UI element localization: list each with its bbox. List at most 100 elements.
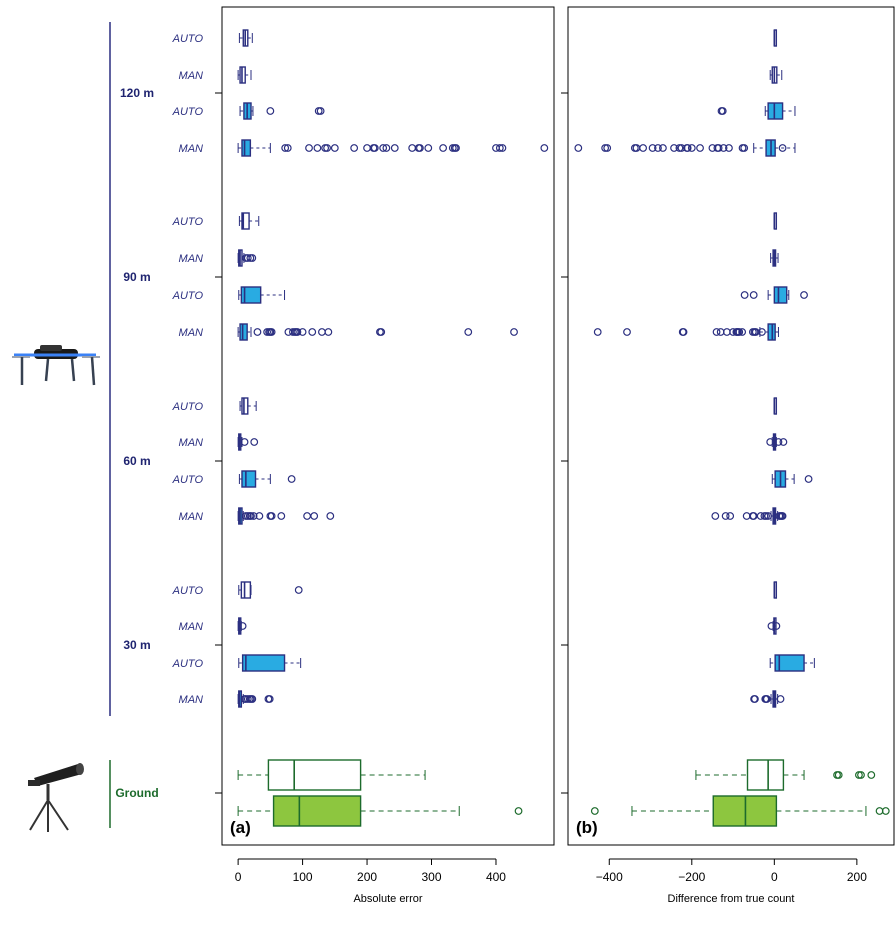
outlier-point xyxy=(240,438,249,446)
box-8 xyxy=(237,323,518,341)
outlier-point xyxy=(308,328,317,336)
outlier-point xyxy=(774,438,783,446)
outlier-point xyxy=(758,328,766,336)
box-14 xyxy=(767,617,781,635)
box-16 xyxy=(750,690,785,708)
outlier-point xyxy=(249,512,258,520)
box-7 xyxy=(740,286,808,304)
box-2 xyxy=(769,66,783,84)
box-iqr xyxy=(774,654,805,672)
row-label: MAN xyxy=(179,70,204,82)
outlier-point xyxy=(687,144,696,152)
box-iqr xyxy=(240,581,252,599)
box-6 xyxy=(237,249,257,267)
row-label: MAN xyxy=(179,327,204,339)
outlier-point xyxy=(804,475,813,483)
box-4 xyxy=(574,139,796,157)
row-labels: AUTO MAN AUTO MAN 120 m AUTO MAN AUTO MAN 90 m AUT… xyxy=(109,22,204,828)
spotting-scope-icon xyxy=(28,763,84,832)
box-9 xyxy=(239,397,257,415)
box-11 xyxy=(238,470,296,488)
outlier-point xyxy=(324,328,333,336)
box-iqr xyxy=(767,102,784,120)
x-tick-label: 0 xyxy=(771,870,778,884)
box-iqr xyxy=(241,397,249,415)
box-iqr xyxy=(241,470,257,488)
box-9 xyxy=(773,397,778,415)
outlier-point xyxy=(721,512,730,520)
row-label: AUTO xyxy=(172,33,204,45)
outlier-point xyxy=(857,771,865,779)
outlier-point xyxy=(603,144,612,152)
outlier-point xyxy=(267,328,276,336)
outlier-point xyxy=(416,144,424,152)
outlier-point xyxy=(648,144,657,152)
outlier-point xyxy=(287,475,296,483)
group-label: 120 m xyxy=(120,86,154,100)
outlier-point xyxy=(424,144,433,152)
outlier-point xyxy=(294,586,303,594)
outlier-point xyxy=(726,512,735,520)
row-label: AUTO xyxy=(172,585,204,597)
outlier-point xyxy=(377,328,386,336)
x-axis-label: Difference from true count xyxy=(668,893,795,905)
outlier-point xyxy=(277,512,286,520)
row-label: AUTO xyxy=(172,106,204,118)
row-label: AUTO xyxy=(172,658,204,670)
outlier-point xyxy=(751,695,759,703)
box-5 xyxy=(238,212,260,230)
box-iqr xyxy=(267,759,362,791)
box-10 xyxy=(766,433,788,451)
x-tick-label: −200 xyxy=(678,870,705,884)
outlier-point xyxy=(725,144,733,152)
box-18 xyxy=(590,795,890,827)
plot-frame xyxy=(567,6,895,846)
group-label: 90 m xyxy=(123,270,150,284)
outlier-point xyxy=(574,144,583,152)
group-label: 30 m xyxy=(123,638,150,652)
row-label: MAN xyxy=(179,694,204,706)
outlier-point xyxy=(714,144,723,152)
box-15 xyxy=(769,654,815,672)
outlier-point xyxy=(659,144,667,152)
box-iqr xyxy=(241,654,286,672)
x-tick-label: 300 xyxy=(421,870,441,884)
box-iqr xyxy=(239,323,248,341)
outlier-point xyxy=(767,622,776,630)
row-label: MAN xyxy=(179,143,204,155)
outlier-point xyxy=(390,144,399,152)
group-label: Ground xyxy=(115,786,158,800)
outlier-point xyxy=(679,328,688,336)
outlier-point xyxy=(763,695,771,703)
outlier-point xyxy=(756,512,765,520)
outlier-point xyxy=(593,328,602,336)
outlier-point xyxy=(238,622,247,630)
x-tick-label: 0 xyxy=(235,870,242,884)
panel-a: 0 100 200 300 400 Absolute error (a) xyxy=(215,6,555,905)
outlier-point xyxy=(683,144,692,152)
outlier-point xyxy=(514,807,523,815)
outlier-point xyxy=(772,622,781,630)
row-label: AUTO xyxy=(172,474,204,486)
outlier-point xyxy=(253,328,262,336)
x-tick-label: −400 xyxy=(596,870,623,884)
box-iqr xyxy=(272,795,362,827)
outlier-point xyxy=(298,328,307,336)
outlier-point xyxy=(778,512,787,520)
outlier-point xyxy=(735,328,744,336)
panel-label: (a) xyxy=(230,818,251,837)
outlier-point xyxy=(316,107,325,115)
outlier-point xyxy=(740,291,749,299)
outlier-point xyxy=(670,144,678,152)
box-iqr xyxy=(773,286,788,304)
x-tick-label: 200 xyxy=(847,870,867,884)
outlier-point xyxy=(439,144,448,152)
outlier-point xyxy=(303,512,311,520)
box-3 xyxy=(717,102,796,120)
box-5 xyxy=(773,212,778,230)
row-label: MAN xyxy=(179,437,204,449)
box-11 xyxy=(771,470,813,488)
outlier-point xyxy=(265,695,274,703)
outlier-point xyxy=(408,144,417,152)
